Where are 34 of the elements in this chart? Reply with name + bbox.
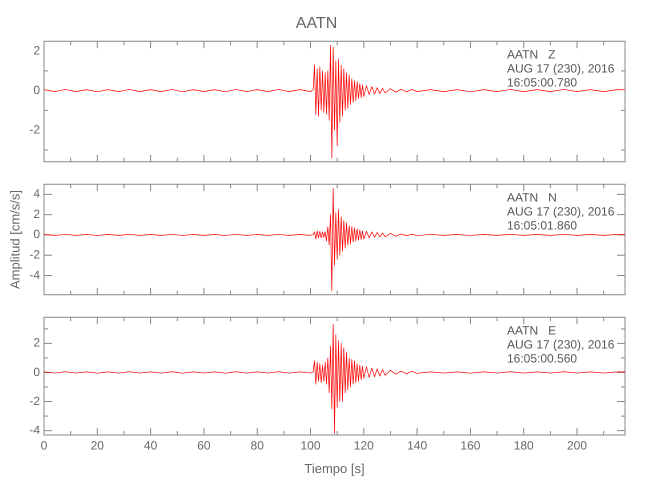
x-axis-title: Tiempo [s] (304, 460, 365, 476)
annotation: 16:05:01.860 (507, 218, 578, 233)
y-tick-label: 4 (33, 186, 40, 201)
x-tick-label: 60 (197, 438, 211, 453)
y-tick-label: 0 (33, 227, 40, 242)
y-axis-title: Amplitud [cm/s/s] (7, 190, 22, 289)
annotation: AATN E (507, 324, 556, 338)
annotation: AUG 17 (230), 2016 (507, 204, 615, 219)
annotation: AUG 17 (230), 2016 (507, 62, 615, 76)
y-tick-label: -2 (29, 248, 40, 262)
y-tick-label: -2 (29, 122, 40, 136)
annotation: 16:05:00.560 (507, 352, 578, 366)
annotation: AATN Z (507, 48, 556, 62)
y-tick-label: -2 (29, 394, 40, 408)
y-tick-label: 0 (33, 364, 40, 379)
x-tick-label: 100 (300, 438, 321, 453)
annotation: AATN N (507, 190, 557, 205)
x-tick-label: 120 (354, 438, 374, 453)
x-tick-label: 180 (514, 438, 534, 453)
x-tick-label: 20 (90, 438, 104, 453)
x-tick-label: 200 (567, 438, 588, 453)
chart-title: AATN (296, 15, 338, 32)
x-tick-label: 160 (460, 438, 481, 453)
y-tick-label: -4 (29, 268, 40, 282)
x-tick-label: 40 (144, 438, 158, 453)
y-tick-label: 2 (33, 206, 40, 221)
y-tick-label: 0 (33, 82, 40, 97)
annotation: AUG 17 (230), 2016 (507, 338, 615, 352)
y-tick-label: -4 (29, 422, 40, 437)
y-tick-label: 2 (33, 43, 40, 58)
annotation: 16:05:00.780 (507, 76, 578, 90)
y-tick-label: 2 (33, 336, 40, 350)
x-tick-label: 140 (407, 438, 428, 453)
x-tick-label: 80 (250, 438, 264, 453)
